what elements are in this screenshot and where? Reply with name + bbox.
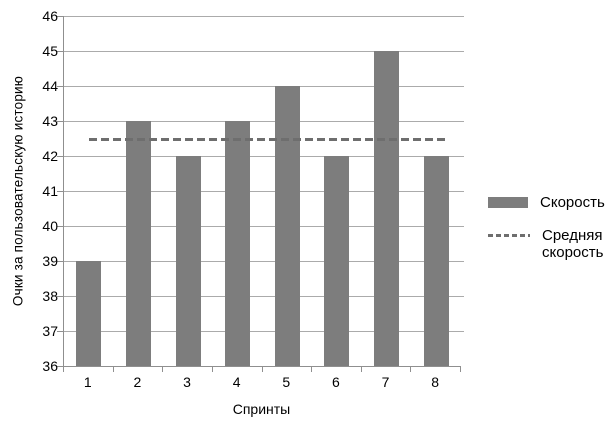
y-axis-tick	[57, 16, 63, 17]
x-axis-tick	[360, 367, 362, 372]
bar-sprint-2	[125, 121, 151, 366]
y-tick-label: 42	[42, 148, 58, 164]
x-axis-tick	[410, 367, 412, 372]
average-velocity-line	[88, 137, 446, 141]
bar-sprint-8	[423, 156, 449, 366]
bar-sprint-4	[225, 121, 251, 366]
x-tick-label: 7	[381, 374, 390, 390]
bar-sprint-3	[175, 156, 201, 366]
x-axis-tick	[63, 367, 64, 372]
bar-sprint-5	[274, 86, 300, 366]
gridline	[64, 261, 464, 262]
x-tick-label: 6	[332, 374, 340, 390]
gridline	[64, 16, 464, 17]
x-axis-tick	[211, 367, 213, 372]
x-tick-label: 1	[83, 374, 92, 390]
gridline	[64, 226, 464, 227]
gridline	[64, 191, 464, 192]
y-axis-tick	[57, 366, 63, 367]
y-axis-tick	[57, 331, 63, 332]
x-tick-label: 8	[431, 374, 440, 390]
x-axis-tick	[311, 367, 313, 372]
y-axis-tick	[57, 191, 63, 192]
plot-area	[63, 16, 464, 367]
dashed-line-swatch-icon	[488, 234, 530, 237]
legend-label-velocity: Скорость	[540, 194, 605, 211]
y-axis-tick	[57, 261, 63, 262]
x-tick-label: 4	[232, 374, 241, 390]
y-tick-label: 44	[42, 78, 58, 94]
y-tick-label: 40	[42, 218, 58, 234]
bar-sprint-6	[324, 156, 350, 366]
y-tick-label: 38	[42, 288, 58, 304]
y-axis-tick	[57, 121, 63, 122]
y-axis-tick	[57, 86, 63, 87]
y-tick-label: 41	[42, 183, 58, 199]
y-tick-label: 43	[42, 113, 58, 129]
bar-sprint-7	[374, 51, 400, 366]
bar-sprint-1	[76, 261, 102, 366]
gridline	[64, 86, 464, 87]
x-axis-tick	[261, 367, 263, 372]
y-axis-tick	[57, 156, 63, 157]
bar-swatch-icon	[488, 197, 528, 208]
legend-item-velocity: Скорость	[488, 194, 614, 211]
legend-item-average-velocity: Средняя скорость	[488, 227, 614, 261]
y-tick-label: 46	[42, 8, 58, 24]
gridline	[64, 51, 464, 52]
y-axis-tick	[57, 51, 63, 52]
y-tick-label: 45	[42, 43, 58, 59]
y-tick-label: 39	[42, 253, 58, 269]
x-axis-tick	[162, 367, 164, 372]
x-tick-label: 2	[133, 374, 142, 390]
legend-label-average-velocity: Средняя скорость	[542, 227, 604, 261]
x-tick-label: 5	[282, 374, 291, 390]
gridline	[64, 331, 464, 332]
x-axis-title: Спринты	[232, 401, 291, 417]
y-tick-label: 37	[42, 323, 58, 339]
x-axis-tick	[460, 367, 461, 372]
gridline	[64, 156, 464, 157]
gridline	[64, 121, 464, 122]
y-axis-tick	[57, 226, 63, 227]
y-tick-label: 36	[42, 358, 58, 374]
legend: Скорость Средняя скорость	[488, 194, 614, 261]
x-axis-tick	[112, 367, 114, 372]
gridline	[64, 296, 464, 297]
y-axis-tick	[57, 296, 63, 297]
x-tick-label: 3	[183, 374, 191, 390]
y-axis-title: Очки за пользовательскую историю	[10, 75, 26, 307]
